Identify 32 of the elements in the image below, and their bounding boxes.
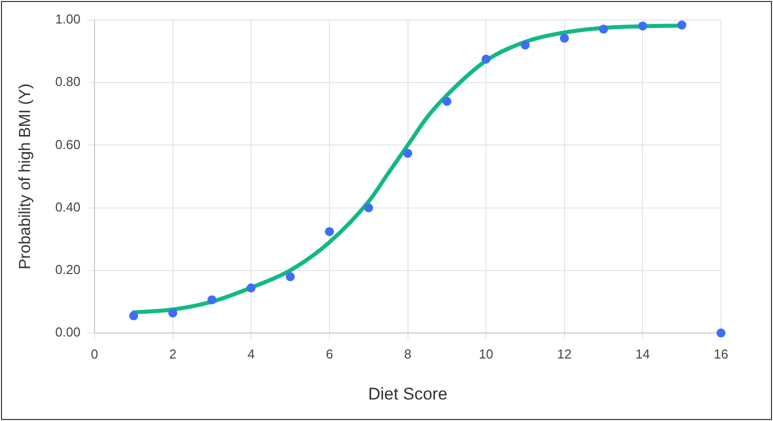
point: [482, 54, 491, 64]
y-tick-label: 0.80: [55, 74, 80, 90]
x-tick-label: 4: [248, 346, 255, 362]
point: [364, 203, 374, 212]
y-tick-label: 0.60: [55, 136, 80, 152]
point: [324, 227, 334, 236]
point: [207, 295, 216, 304]
x-tick-label: 12: [557, 346, 572, 362]
point: [168, 308, 178, 318]
point: [520, 40, 530, 50]
point: [599, 24, 608, 34]
point: [638, 21, 648, 30]
x-tick-label: 16: [714, 346, 728, 362]
y-axis-title: Probability of high BMI (Y): [17, 84, 34, 270]
y-tick-label: 1.00: [55, 12, 80, 27]
point: [442, 96, 452, 106]
point: [677, 20, 686, 30]
x-tick-label: 6: [326, 346, 334, 362]
point: [560, 34, 569, 43]
x-tick-label: 0: [90, 346, 98, 362]
y-tick-label: 0.20: [55, 262, 80, 277]
point: [286, 272, 295, 282]
x-tick-label: 2: [169, 346, 176, 362]
point: [129, 311, 138, 320]
y-tick-label: 0.40: [55, 199, 80, 214]
x-tick-label: 14: [635, 346, 650, 362]
x-axis-title: Diet Score: [368, 384, 448, 404]
x-tick-label: 10: [478, 346, 494, 362]
point: [246, 283, 256, 292]
point: [403, 148, 412, 158]
y-tick-label: 0.00: [55, 324, 80, 340]
x-tick-label: 8: [404, 346, 412, 362]
